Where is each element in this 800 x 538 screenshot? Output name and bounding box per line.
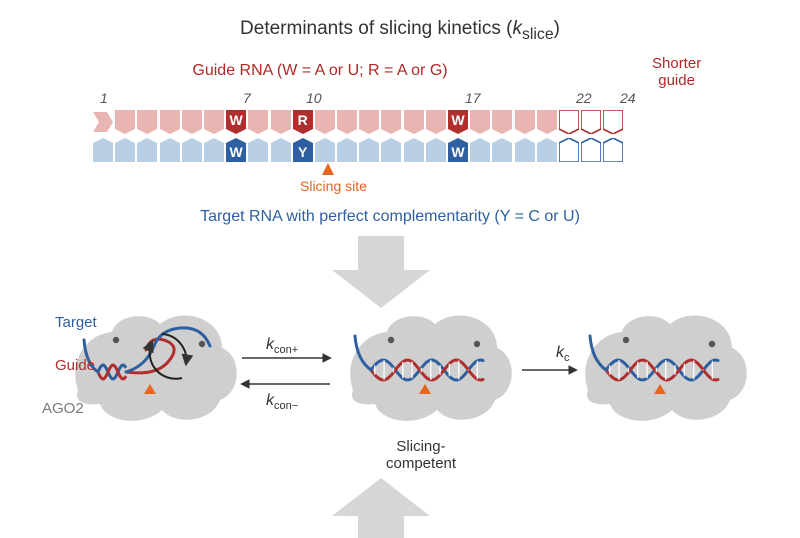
- target-nucleotide: [404, 138, 425, 162]
- guide-nucleotide: [537, 110, 558, 134]
- guide-nucleotide: [426, 110, 447, 134]
- target-nucleotide: [204, 138, 225, 162]
- large-arrow-up-icon: [332, 478, 430, 538]
- target-nucleotide: [182, 138, 203, 162]
- target-nucleotide: [381, 138, 402, 162]
- target-nucleotide: [115, 138, 136, 162]
- slicing-site-caret-icon: [320, 163, 336, 177]
- guide-nucleotide: [93, 110, 114, 134]
- target-nucleotide: W: [448, 138, 469, 162]
- target-nucleotide: [93, 138, 114, 162]
- slicing-competent-line2: competent: [386, 455, 456, 472]
- position-number: 10: [306, 90, 322, 106]
- target-nucleotide: [470, 138, 491, 162]
- k-con-plus-label: kcon+: [266, 336, 298, 356]
- target-nucleotide: [492, 138, 513, 162]
- nucleotide-letter: W: [448, 144, 468, 160]
- guide-nucleotide: [204, 110, 225, 134]
- position-number: 7: [243, 90, 251, 106]
- position-number: 24: [620, 90, 636, 106]
- target-nucleotide: [137, 138, 158, 162]
- nucleotide-letter: W: [448, 112, 468, 128]
- slicing-competent-line1: Slicing-: [396, 438, 445, 455]
- guide-nucleotide: W: [226, 110, 247, 134]
- guide-rna-legend: Guide RNA (W = A or U; R = A or G): [0, 62, 720, 80]
- guide-nucleotide: [271, 110, 292, 134]
- guide-nucleotide: [160, 110, 181, 134]
- title-k: k: [512, 18, 522, 39]
- guide-nucleotide: [603, 110, 624, 134]
- guide-nucleotide: [137, 110, 158, 134]
- guide-label: Guide: [55, 357, 95, 374]
- target-nucleotide: [315, 138, 336, 162]
- position-number: 22: [576, 90, 592, 106]
- guide-nucleotide: [492, 110, 513, 134]
- target-nucleotide: [359, 138, 380, 162]
- target-nucleotide: [537, 138, 558, 162]
- target-nucleotide: [248, 138, 269, 162]
- guide-nucleotide: [315, 110, 336, 134]
- ago2-complex: [350, 316, 512, 421]
- position-number: 1: [100, 90, 108, 106]
- target-nucleotide: [559, 138, 580, 162]
- guide-nucleotide: [559, 110, 580, 134]
- k-con-minus-label: kcon−: [266, 392, 298, 412]
- nucleotide-letter: W: [226, 144, 246, 160]
- guide-nucleotide: [581, 110, 602, 134]
- target-nucleotide: [160, 138, 181, 162]
- target-nucleotide: [337, 138, 358, 162]
- ago2-label: AGO2: [42, 400, 84, 417]
- guide-nucleotide: R: [293, 110, 314, 134]
- page-title: Determinants of slicing kinetics (kslice…: [0, 18, 800, 44]
- target-nucleotide: [603, 138, 624, 162]
- large-arrow-down-icon: [332, 236, 430, 308]
- k-c-label: kc: [556, 344, 570, 364]
- guide-nucleotide: [515, 110, 536, 134]
- nucleotide-letter: R: [293, 112, 313, 128]
- ago2-complex: [75, 316, 237, 421]
- target-nucleotide: [581, 138, 602, 162]
- target-rna-legend: Target RNA with perfect complementarity …: [0, 208, 790, 226]
- guide-nucleotide: [404, 110, 425, 134]
- guide-nucleotide: [470, 110, 491, 134]
- target-nucleotide: [426, 138, 447, 162]
- guide-nucleotide: [337, 110, 358, 134]
- target-rna-row: WYW: [93, 138, 624, 162]
- position-number: 17: [465, 90, 481, 106]
- guide-rna-row: WRW: [93, 110, 624, 134]
- guide-nucleotide: W: [448, 110, 469, 134]
- target-nucleotide: W: [226, 138, 247, 162]
- title-suffix: ): [554, 18, 560, 39]
- guide-nucleotide: [115, 110, 136, 134]
- guide-nucleotide: [182, 110, 203, 134]
- nucleotide-letter: W: [226, 112, 246, 128]
- nucleotide-letter: Y: [293, 144, 313, 160]
- title-ksub: slice: [522, 26, 554, 43]
- target-label: Target: [55, 314, 97, 331]
- ago2-complex: [585, 316, 747, 421]
- target-nucleotide: Y: [293, 138, 314, 162]
- title-prefix: Determinants of slicing kinetics (: [240, 18, 512, 39]
- guide-nucleotide: [248, 110, 269, 134]
- slicing-competent-label: Slicing- competent: [386, 438, 456, 473]
- slicing-site-label: Slicing site: [300, 178, 367, 194]
- guide-nucleotide: [381, 110, 402, 134]
- target-nucleotide: [271, 138, 292, 162]
- guide-nucleotide: [359, 110, 380, 134]
- target-nucleotide: [515, 138, 536, 162]
